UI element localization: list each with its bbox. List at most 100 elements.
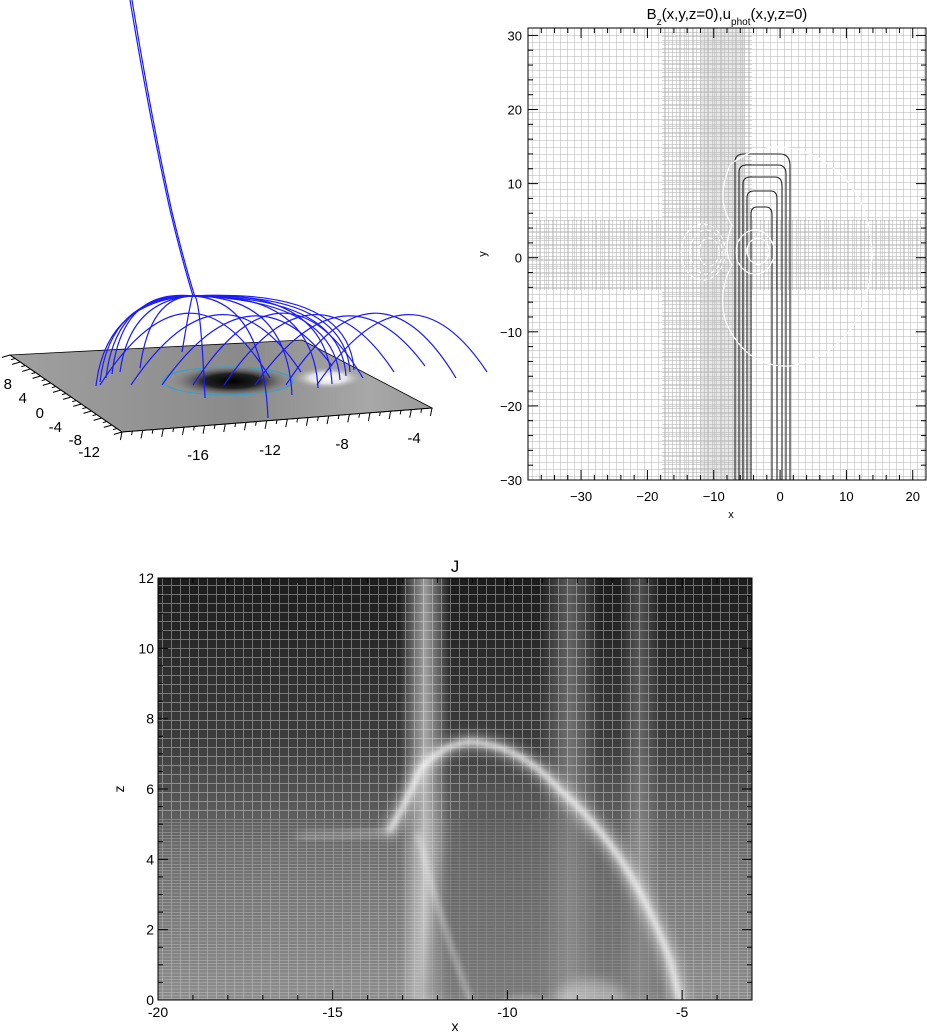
tick-3d-x [409,409,412,418]
ticks-3d [1,354,433,441]
field-line [192,294,355,371]
tick-3d-x [317,416,319,421]
field-line-arch [192,312,364,386]
tick-3d-x [388,411,392,420]
tick-3d-y [21,365,26,368]
bz-x-tick-label: −20 [636,489,658,504]
tick-3d-y [61,393,67,396]
tick-3d-x [140,430,144,439]
j-title: J [451,557,460,576]
tick-3d-y [41,379,46,382]
tick-3d-x [399,410,402,415]
bz-y-tick-label: 0 [515,251,522,266]
bz-x-label: x [728,509,734,521]
j-footpoint-bright [480,955,570,1000]
bz-y-tick-label: 30 [508,28,522,43]
j-x-label: x [452,1018,459,1034]
field-line [192,295,269,419]
tick-3d-x [234,423,237,428]
bz-positive-contours [734,153,791,480]
tick-3d-y [42,382,51,386]
bz-x-tick-label: 20 [905,489,919,504]
field-line [111,294,194,375]
tick-label-3d-x: -12 [259,442,281,459]
field-line-arch [316,313,488,386]
field-line [181,295,194,353]
bz-y-tick-label: −10 [500,325,522,340]
bz-title: Bz(x,y,z=0),uphot(x,y,z=0) [647,6,808,28]
bz-ticks [527,28,927,481]
bz-x-tick-label: 0 [776,489,783,504]
tick-3d-x [181,427,185,436]
j-y-tick-label: 4 [146,851,154,867]
j-footpoint-secondary [555,980,625,1000]
bz-x-tick-label: 10 [839,489,853,504]
tick-3d-y [103,424,112,428]
tick-3d-x [255,421,257,426]
field-line [192,295,341,381]
tick-3d-x [193,426,195,431]
field-lines [95,0,488,419]
tick-3d-x [337,415,340,420]
j-y-tick-label: 0 [146,992,154,1008]
tick-3d-x [379,411,381,417]
bz-y-tick-label: 20 [508,103,522,118]
tick-labels-3d-y: -12-8 -4 048 [4,376,100,461]
panel-bz-contour: −30 −20 −10 0 10 20 −30 −20 −10 0 10 20 30 Bz(x,y,z… [477,6,927,521]
j-y-label: z [111,786,127,793]
tick-labels-3d-x: -16 -12 -8 -4 [187,430,421,464]
field-line [99,295,194,383]
tick-3d-y [112,428,118,431]
j-ticks [157,577,753,1001]
field-line-arch [99,312,271,386]
tick-3d-y [83,410,92,414]
tick-3d-x [326,415,330,425]
tick-3d-x [243,422,247,431]
tick-3d-x [223,423,226,433]
bz-y-tick-label: 10 [508,177,522,192]
tick-label-3d-y: -4 [49,419,62,436]
bz-y-tick-label: −30 [500,473,522,488]
tick-3d-y [22,368,31,372]
tick-3d-y [113,431,123,435]
field-line-arch [223,313,395,386]
bz-white-contours [722,146,873,367]
tick-3d-y [62,396,72,400]
field-line-arch [254,315,426,386]
j-x-tick-label: -20 [148,1004,168,1020]
tick-3d-x [202,425,206,434]
bz-y-tick-label: −20 [500,399,522,414]
j-x-tick-labels: -20 -15 -10 -5 [148,1004,689,1020]
tick-3d-x [305,417,309,426]
tick-3d-x [429,407,433,417]
tick-3d-x [347,414,350,423]
j-current-ridge [296,734,687,1000]
tick-3d-y [73,403,82,407]
bz-y-tick-labels: −30 −20 −10 0 10 20 30 [500,28,522,488]
tick-3d-x [420,408,423,413]
tick-3d-y [102,421,107,424]
tick-label-3d-y: -12 [78,444,100,461]
tick-label-3d-y: 0 [36,405,44,422]
tick-3d-x [285,419,288,428]
tick-3d-x [161,428,164,437]
tick-3d-y [10,358,16,361]
bz-x-tick-label: −30 [570,489,592,504]
j-x-tick-label: -15 [323,1004,343,1020]
tick-3d-y [92,414,97,417]
tick-3d-x [213,424,216,429]
tick-3d-x [131,431,133,436]
tick-label-3d-y: 4 [19,390,27,407]
j-y-tick-label: 2 [146,922,154,938]
tick-3d-x [172,427,175,433]
tick-3d-x [358,413,361,418]
bz-y-label: y [477,251,489,257]
tick-label-3d-x: -8 [335,436,348,453]
field-line [105,295,194,379]
tick-3d-y [31,372,36,375]
tick-label-3d-y: -8 [69,432,82,449]
tick-3d-x [367,412,371,421]
tick-3d-y [32,375,41,379]
